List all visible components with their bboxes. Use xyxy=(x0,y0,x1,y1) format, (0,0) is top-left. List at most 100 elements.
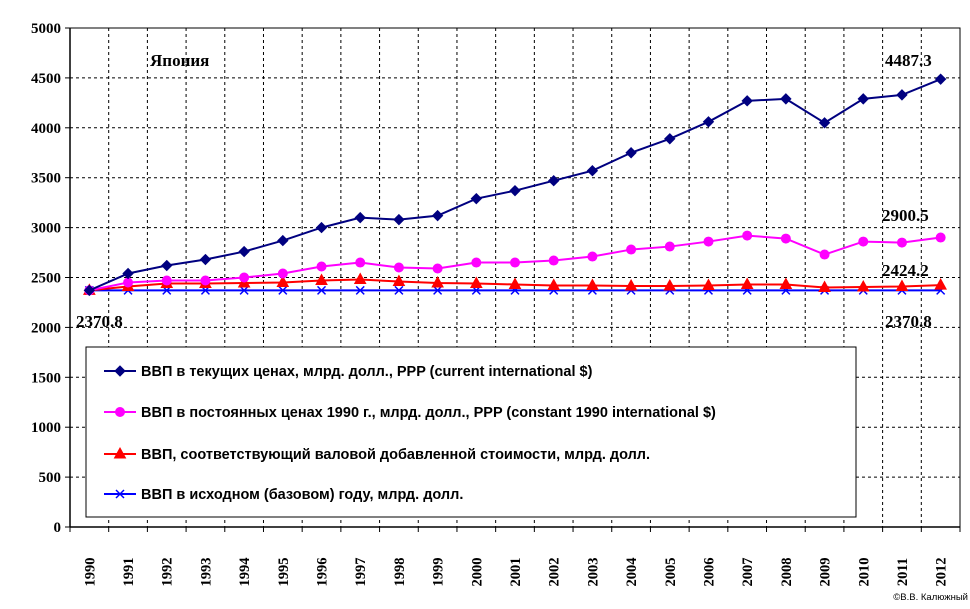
data-point xyxy=(432,263,443,274)
data-point xyxy=(469,276,483,288)
data-point xyxy=(663,278,677,291)
legend-entry: ВВП, соответствующий валовой добавленной… xyxy=(104,446,650,463)
data-point xyxy=(315,273,328,285)
legend-label: ВВП, соответствующий валовой добавленной… xyxy=(141,447,650,463)
data-point xyxy=(277,268,288,279)
data-point xyxy=(83,284,96,297)
annotation-end-base: 2370.8 xyxy=(885,312,932,331)
data-point xyxy=(586,278,599,290)
data-point xyxy=(547,174,560,187)
data-point xyxy=(122,267,134,280)
data-point xyxy=(934,73,947,85)
data-point xyxy=(856,279,870,292)
legend: ВВП в текущих ценах, млрд. долл., PPP (c… xyxy=(85,346,857,518)
data-point xyxy=(433,285,443,295)
y-tick-label: 2500 xyxy=(31,271,61,287)
data-point xyxy=(587,251,598,262)
annotation-end-constant: 2900.5 xyxy=(882,206,929,225)
x-tick-label: 1999 xyxy=(431,558,447,587)
data-point xyxy=(935,232,946,243)
data-point xyxy=(818,117,831,129)
legend-marker xyxy=(114,365,126,377)
legend-entry: ВВП в постоянных ценах 1990 г., млрд. до… xyxy=(104,405,716,421)
y-tick-label: 4000 xyxy=(31,121,61,137)
data-point xyxy=(355,285,365,295)
data-point xyxy=(199,253,212,266)
x-tick-label: 2005 xyxy=(663,558,679,587)
data-point xyxy=(316,285,327,295)
data-point xyxy=(703,236,714,247)
x-tick-label: 1997 xyxy=(353,558,369,587)
legend-marker xyxy=(115,407,125,417)
data-point xyxy=(392,274,406,286)
y-axis: 0 500 1000 1500 2000 2500 3000 3500 4000 4500 5000 xyxy=(31,21,71,536)
x-tick-label: 2006 xyxy=(701,558,717,587)
credit-text: ©В.В. Калюжный xyxy=(893,592,968,603)
y-tick-label: 500 xyxy=(39,470,62,486)
x-tick-label: 1992 xyxy=(160,558,176,587)
x-tick-label: 2009 xyxy=(818,558,834,587)
data-point xyxy=(277,234,289,247)
data-point xyxy=(393,213,405,226)
data-point xyxy=(548,255,559,266)
data-point xyxy=(780,233,791,244)
annotation-end-current: 4487.3 xyxy=(885,51,932,70)
legend-entry: ВВП в текущих ценах, млрд. долл., PPP (c… xyxy=(104,364,593,380)
data-point xyxy=(896,89,908,101)
marker-stroke xyxy=(239,285,249,295)
y-tick-label: 0 xyxy=(54,520,62,536)
data-point xyxy=(509,184,521,197)
chart-title: Япония xyxy=(150,51,209,70)
x-tick-label: 2007 xyxy=(740,558,756,587)
data-point xyxy=(858,236,869,247)
marker-stroke xyxy=(433,285,443,295)
annotation-start: 2370.8 xyxy=(76,312,123,331)
y-tick-label: 2000 xyxy=(31,320,61,336)
x-axis: 1990 1991 1992 1993 1994 1995 1996 1997 1998 1999… xyxy=(69,526,961,587)
data-point xyxy=(741,95,753,107)
x-tick-label: 2008 xyxy=(779,558,795,587)
x-tick-label: 1991 xyxy=(121,558,137,587)
x-tick-label: 2001 xyxy=(508,558,524,587)
data-point xyxy=(896,237,907,248)
annotation-end-value-added: 2424.2 xyxy=(882,261,929,280)
x-tick-label: 1996 xyxy=(315,558,331,587)
data-point xyxy=(161,275,172,286)
data-point xyxy=(354,211,366,224)
legend-entry: ВВП в исходном (базовом) году, млрд. дол… xyxy=(104,487,463,503)
x-tick-label: 2002 xyxy=(547,558,563,587)
marker-stroke xyxy=(355,285,365,295)
data-point xyxy=(123,277,134,288)
legend-marker xyxy=(113,446,127,459)
x-tick-label: 2012 xyxy=(934,558,950,587)
y-tick-label: 5000 xyxy=(31,21,61,37)
data-point xyxy=(470,192,483,205)
data-point xyxy=(857,93,869,105)
data-point xyxy=(353,272,367,284)
data-point xyxy=(664,241,675,252)
x-tick-label: 2000 xyxy=(469,558,485,587)
legend-label: ВВП в текущих ценах, млрд. долл., PPP (c… xyxy=(141,364,593,380)
data-point xyxy=(393,262,404,273)
x-tick-label: 2003 xyxy=(585,558,601,587)
y-tick-label: 1500 xyxy=(31,370,61,386)
series-3 xyxy=(83,272,947,295)
data-point xyxy=(394,285,404,295)
marker-stroke xyxy=(115,489,125,499)
data-point xyxy=(702,116,715,128)
legend-label: ВВП в постоянных ценах 1990 г., млрд. до… xyxy=(141,405,716,421)
x-tick-label: 1990 xyxy=(82,558,98,587)
y-tick-label: 3500 xyxy=(31,171,61,187)
data-point xyxy=(626,244,637,255)
data-point xyxy=(934,278,947,290)
data-point xyxy=(200,275,211,286)
data-point xyxy=(819,249,830,260)
x-tick-label: 1995 xyxy=(276,558,292,587)
data-point xyxy=(471,257,482,268)
x-tick-label: 2004 xyxy=(624,558,640,587)
x-tick-label: 1993 xyxy=(198,558,214,587)
data-point xyxy=(239,272,250,283)
x-tick-label: 2010 xyxy=(856,558,872,587)
